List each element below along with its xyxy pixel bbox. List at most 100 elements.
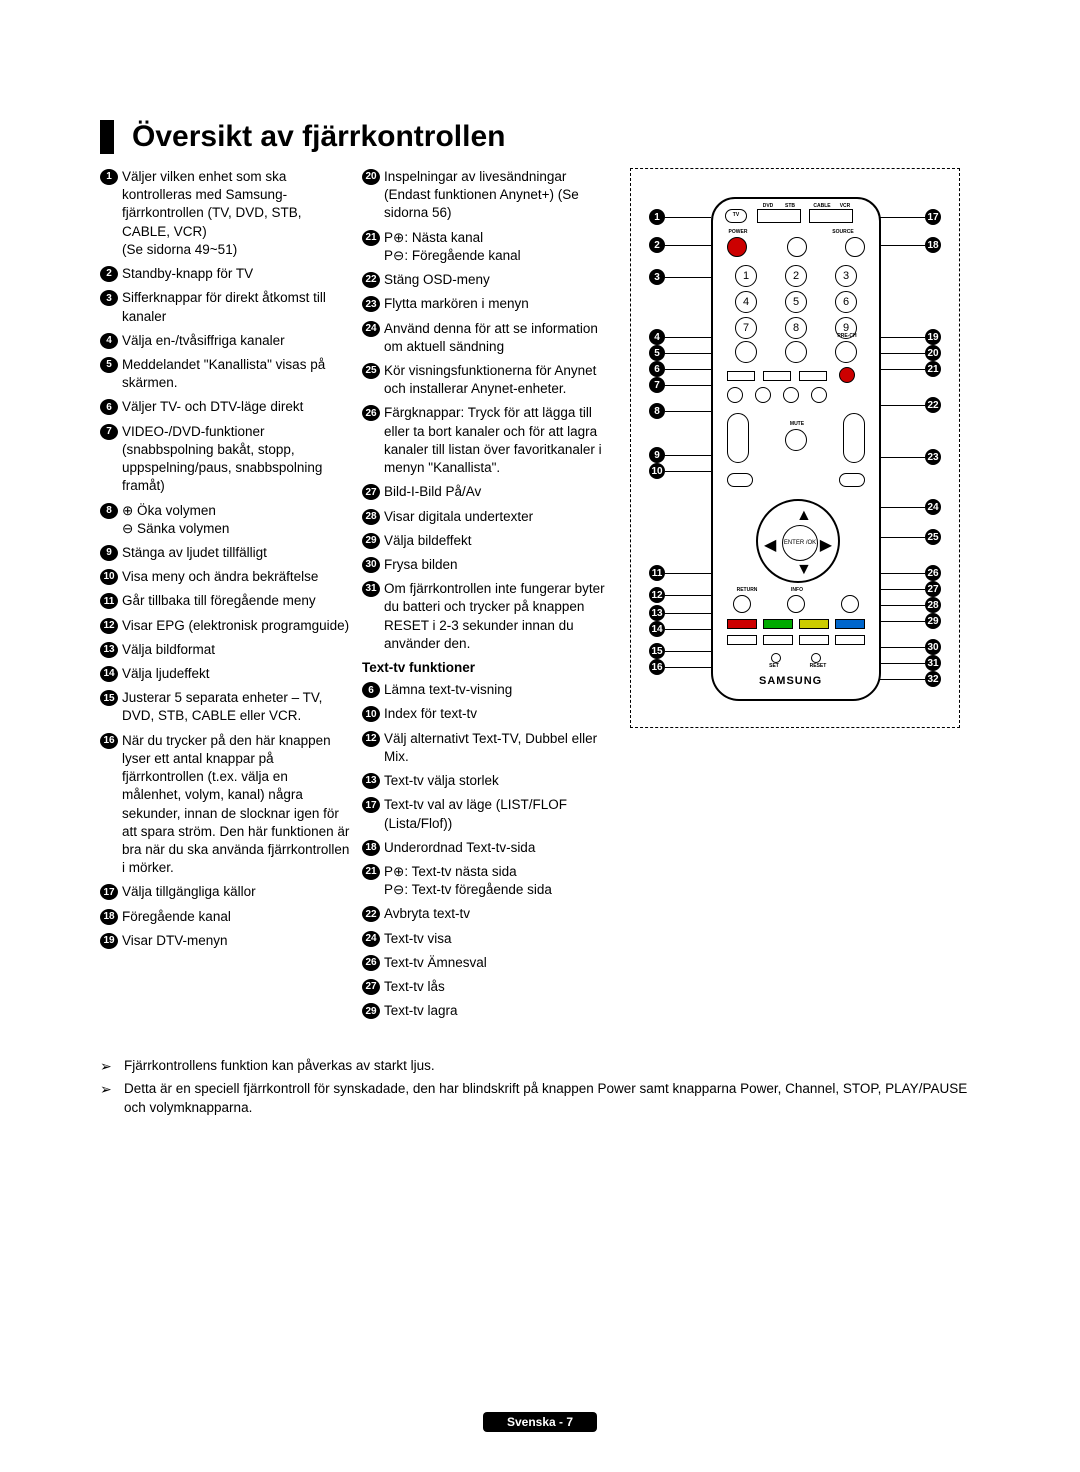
list-item-text: Visar EPG (elektronisk programguide) — [122, 617, 350, 635]
list-item: 11Går tillbaka till föregående meny — [100, 592, 350, 610]
bullet-number: 22 — [362, 272, 380, 288]
list-item: 29Välja bildeffekt — [362, 532, 612, 550]
remote-label-cable: CABLE — [809, 203, 835, 209]
callout-number: 25 — [925, 529, 941, 545]
callout-line — [879, 457, 925, 458]
callout-number: 13 — [649, 605, 665, 621]
list-item-text: Stänga av ljudet tillfälligt — [122, 544, 350, 562]
list-item-text: P⊕: Nästa kanal P⊖: Föregående kanal — [384, 229, 612, 265]
list-item: 13Text-tv välja storlek — [362, 772, 612, 790]
list-item: 12Välj alternativt Text-TV, Dubbel eller… — [362, 730, 612, 766]
callout-number: 14 — [649, 621, 665, 637]
callout-line — [879, 369, 925, 370]
callout-number: 2 — [649, 237, 665, 253]
remote-logo: SAMSUNG — [759, 675, 822, 687]
remote-label-info: INFO — [783, 587, 811, 593]
list-item-text: Text-tv Ämnesval — [384, 954, 612, 972]
numpad-button: 1 — [735, 265, 757, 287]
callout-line — [665, 595, 711, 596]
list-item: 28Visar digitala undertexter — [362, 508, 612, 526]
numpad-button: 7 — [735, 317, 757, 339]
callout-number: 20 — [925, 345, 941, 361]
list-item-text: Text-tv lås — [384, 978, 612, 996]
text-tv-subhead: Text-tv funktioner — [362, 659, 612, 677]
callout-line — [665, 353, 711, 354]
callout-line — [665, 471, 711, 472]
callout-line — [879, 621, 925, 622]
callout-number: 11 — [649, 565, 665, 581]
callout-line — [665, 277, 711, 278]
bullet-number: 13 — [100, 642, 118, 658]
callout-line — [665, 651, 711, 652]
bullet-number: 13 — [362, 773, 380, 789]
list-item-text: ⊕ Öka volymen ⊖ Sänka volymen — [122, 502, 350, 538]
list-item-text: VIDEO-/DVD-funktioner (snabbspolning bak… — [122, 423, 350, 496]
bullet-number: 21 — [362, 230, 380, 246]
list-item: 12Visar EPG (elektronisk programguide) — [100, 617, 350, 635]
remote-label-mute: MUTE — [777, 421, 817, 427]
bullet-number: 15 — [100, 690, 118, 706]
bullet-number: 26 — [362, 405, 380, 421]
bullet-number: 25 — [362, 363, 380, 379]
callout-line — [879, 679, 925, 680]
list-item: 3Sifferknappar för direkt åtkomst till k… — [100, 289, 350, 325]
callout-number: 16 — [649, 659, 665, 675]
callout-number: 9 — [649, 447, 665, 463]
bullet-number: 19 — [100, 933, 118, 949]
callout-number: 21 — [925, 361, 941, 377]
list-item-text: Färgknappar: Tryck för att lägga till el… — [384, 404, 612, 477]
bullet-number: 3 — [100, 290, 118, 306]
list-item: 22Avbryta text-tv — [362, 905, 612, 923]
list-item-text: Text-tv visa — [384, 930, 612, 948]
callout-number: 29 — [925, 613, 941, 629]
callout-line — [879, 537, 925, 538]
callout-line — [665, 613, 711, 614]
list-item-text: Välja bildeffekt — [384, 532, 612, 550]
footnotes: ➢Fjärrkontrollens funktion kan påverkas … — [100, 1057, 990, 1118]
callout-line — [665, 629, 711, 630]
bullet-number: 2 — [100, 266, 118, 282]
numpad-button: 5 — [785, 291, 807, 313]
callout-line — [665, 217, 711, 218]
callout-line — [879, 353, 925, 354]
callout-line — [665, 337, 711, 338]
list-item: 20Inspelningar av livesändningar (Endast… — [362, 168, 612, 223]
bullet-number: 12 — [100, 618, 118, 634]
callout-number: 18 — [925, 237, 941, 253]
callout-number: 15 — [649, 643, 665, 659]
list-item: 27Bild-I-Bild På/Av — [362, 483, 612, 501]
callout-line — [879, 507, 925, 508]
list-item-text: Frysa bilden — [384, 556, 612, 574]
callout-number: 32 — [925, 671, 941, 687]
list-item: 13Välja bildformat — [100, 641, 350, 659]
callout-line — [665, 369, 711, 370]
list-item-text: Flytta markören i menyn — [384, 295, 612, 313]
list-item: 5Meddelandet "Kanallista" visas på skärm… — [100, 356, 350, 392]
remote-diagram-column: TV DVD STB CABLE VCR POWER SOURCE 123456… — [624, 168, 964, 1027]
bullet-number: 4 — [100, 333, 118, 349]
bullet-number: 28 — [362, 509, 380, 525]
callout-number: 31 — [925, 655, 941, 671]
list-item-text: Sifferknappar för direkt åtkomst till ka… — [122, 289, 350, 325]
bullet-number: 24 — [362, 321, 380, 337]
list-item-text: Kör visningsfunktionerna för Anynet och … — [384, 362, 612, 398]
bullet-number: 24 — [362, 931, 380, 947]
bullet-number: 12 — [362, 731, 380, 747]
list-item: 24Använd denna för att se information om… — [362, 320, 612, 356]
footnote-text: Detta är en speciell fjärrkontroll för s… — [124, 1080, 990, 1118]
numpad-button: 3 — [835, 265, 857, 287]
list-item-text: Välj alternativt Text-TV, Dubbel eller M… — [384, 730, 612, 766]
list-item: 17Text-tv val av läge (LIST/FLOF (Lista/… — [362, 796, 612, 832]
bullet-number: 27 — [362, 979, 380, 995]
list-item-text: Välja bildformat — [122, 641, 350, 659]
list-item: 7VIDEO-/DVD-funktioner (snabbspolning ba… — [100, 423, 350, 496]
footnote-text: Fjärrkontrollens funktion kan påverkas a… — [124, 1057, 435, 1077]
callout-line — [879, 337, 925, 338]
remote-label-prech: PRE-CH — [829, 333, 865, 339]
callout-line — [879, 217, 925, 218]
list-item-text: Justerar 5 separata enheter – TV, DVD, S… — [122, 689, 350, 725]
bullet-number: 20 — [362, 169, 380, 185]
bullet-number: 29 — [362, 1003, 380, 1019]
list-item-text: Visar digitala undertexter — [384, 508, 612, 526]
list-item: 10Index för text-tv — [362, 705, 612, 723]
